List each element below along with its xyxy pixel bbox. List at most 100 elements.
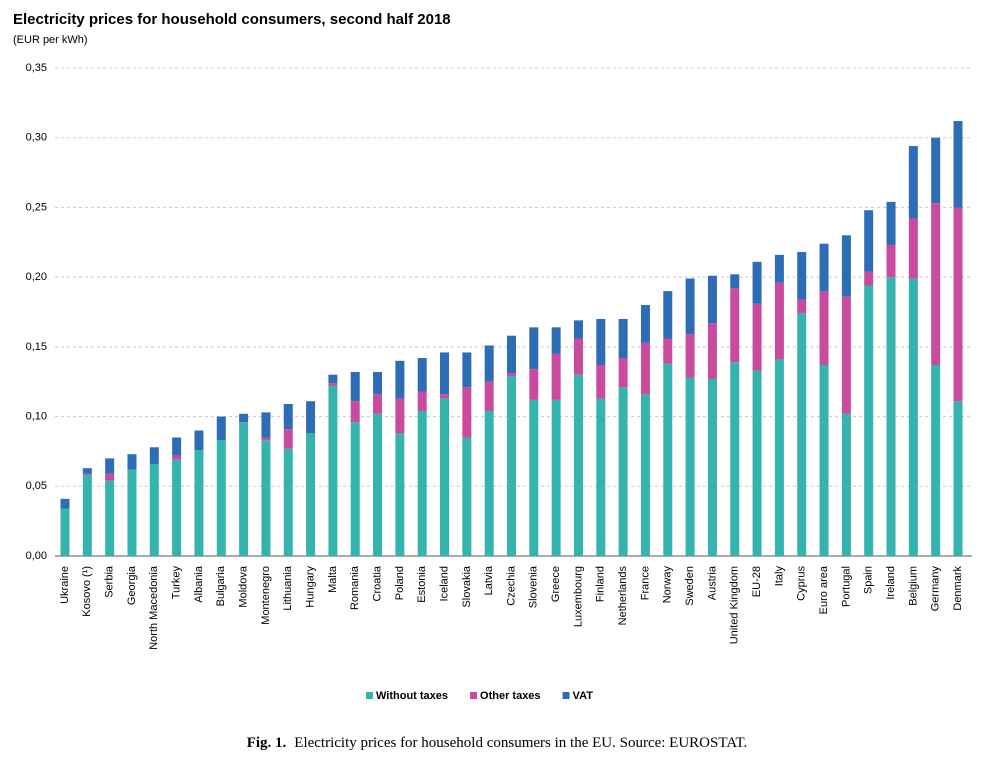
bar-segment [953,401,963,556]
bar-segment [82,473,92,476]
bar-segment [908,218,918,279]
bar-segment [127,469,137,556]
x-tick-label: Slovakia [461,565,473,607]
bar-segment [306,401,316,434]
bar-segment [440,352,450,395]
x-tick-label: Latvia [483,565,495,595]
bar-segment [105,458,115,474]
bar-segment [373,394,383,414]
bar-segment [149,463,159,556]
bar-segment [507,376,516,556]
bar-segment [239,413,249,423]
y-tick-label: 0,00 [26,550,47,562]
bar-segment [573,338,583,375]
bar-segment [864,285,874,556]
bar-segment [484,381,494,411]
bar-segment [886,245,896,278]
x-tick-label: Ukraine [59,566,71,604]
bar-segment [462,387,472,438]
caption-text: Electricity prices for household consume… [294,735,747,751]
bar-segment [172,455,182,460]
y-tick-label: 0,25 [26,201,47,213]
legend-label: VAT [573,690,594,702]
bar-segment [707,275,717,324]
x-tick-label: Poland [394,566,406,600]
x-tick-label: Norway [662,566,674,604]
y-tick-label: 0,30 [26,132,47,144]
bar-segment [730,362,740,556]
x-tick-label: France [639,566,651,600]
x-tick-label: Austria [706,565,718,600]
y-tick-label: 0,15 [26,341,47,353]
caption-label: Fig. 1. [247,735,287,751]
bar-segment [373,371,383,395]
x-tick-label: Hungary [304,566,316,608]
bar-segment [864,210,874,272]
bar-segment [194,430,204,451]
bar-segment [350,401,360,423]
bar-segment [172,437,182,456]
x-tick-label: United Kingdom [729,566,741,644]
x-tick-label: Belgium [907,566,919,606]
bar-segment [484,410,494,556]
bar-segment [105,473,115,481]
legend-swatch [366,692,373,699]
bar-segment [395,433,405,556]
bar-segment [886,277,896,556]
bar-segment [618,387,628,556]
x-tick-label: Georgia [126,565,138,605]
y-tick-label: 0,20 [26,271,47,283]
bar-segment [551,327,561,354]
bar-segment [239,422,249,556]
bar-segment [60,508,70,556]
x-tick-label: Turkey [171,566,183,600]
bar-segment [462,437,472,556]
bar-segment [685,278,695,335]
x-tick-label: Denmark [952,566,964,611]
bar-segment [640,342,650,395]
x-tick-label: Montenegro [260,566,272,625]
bar-segment [730,274,740,289]
bar-segment [640,305,650,343]
bar-segment [707,323,717,379]
bar-segment [417,410,427,556]
bar-segment [663,338,673,364]
bar-segment [484,345,494,382]
bar-segment [573,374,583,556]
bar-segment [931,203,941,365]
bar-segment [417,358,427,392]
bar-segment [350,422,360,556]
bar-segment [127,454,137,470]
bar-segment [819,364,829,556]
bar-segment [908,146,918,219]
bar-segment [797,299,807,314]
legend-swatch [562,692,570,699]
bar-segment [819,291,829,365]
bar-segment [908,278,918,556]
x-tick-label: Spain [863,566,875,594]
x-tick-label: Iceland [438,566,450,601]
x-tick-label: Moldova [238,565,250,607]
x-tick-label: Lithuania [282,565,294,611]
x-tick-label: Germany [930,566,942,612]
bar-segment [283,429,293,449]
bar-segment [841,413,851,556]
bar-segment [797,313,807,556]
caption: Fig. 1. Electricity prices for household … [247,735,748,751]
x-tick-label: Luxembourg [572,566,584,627]
bar-segment [82,475,92,556]
bar-segment [663,291,673,339]
bar-segment [373,413,383,556]
bar-segment [797,252,807,300]
bar-segment [730,288,740,363]
bar-segment [819,243,829,292]
bar-segment [841,235,851,297]
bar-segment [417,391,427,411]
chart-subtitle: (EUR per kWh) [13,34,88,46]
bar-segment [283,448,293,556]
bar-segment [774,282,784,360]
x-tick-label: North Macedonia [148,565,160,650]
x-tick-label: Cyprus [796,566,808,601]
bar-segment [573,320,583,339]
